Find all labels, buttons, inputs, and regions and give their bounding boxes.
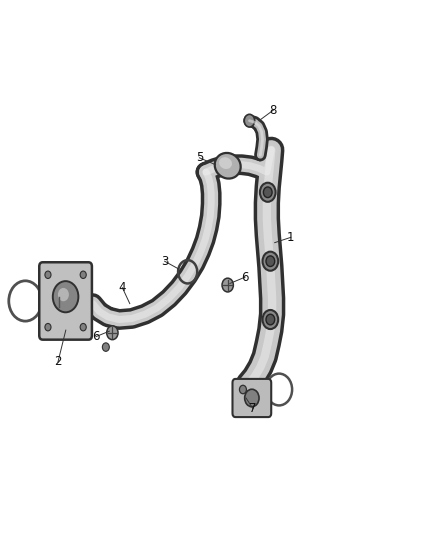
Circle shape: [262, 252, 278, 271]
Text: 1: 1: [287, 231, 295, 244]
Circle shape: [266, 314, 275, 325]
Ellipse shape: [215, 153, 241, 179]
Circle shape: [45, 324, 51, 331]
Text: 3: 3: [161, 255, 168, 268]
Circle shape: [244, 114, 254, 127]
Text: 7: 7: [249, 402, 257, 415]
Text: 6: 6: [241, 271, 249, 284]
Text: 4: 4: [119, 281, 126, 294]
Text: 8: 8: [270, 103, 277, 117]
Circle shape: [262, 310, 278, 329]
Circle shape: [58, 288, 69, 301]
Circle shape: [266, 256, 275, 266]
Circle shape: [245, 389, 259, 407]
Text: 5: 5: [196, 151, 203, 164]
FancyBboxPatch shape: [233, 379, 271, 417]
Circle shape: [80, 324, 86, 331]
Circle shape: [222, 278, 233, 292]
Circle shape: [260, 183, 276, 202]
Text: 6: 6: [92, 330, 100, 343]
Circle shape: [263, 187, 272, 198]
Circle shape: [107, 326, 118, 340]
Circle shape: [102, 343, 110, 351]
Text: 2: 2: [54, 356, 62, 368]
Ellipse shape: [219, 157, 232, 169]
Circle shape: [53, 281, 78, 312]
Circle shape: [80, 271, 86, 278]
FancyBboxPatch shape: [39, 262, 92, 340]
Circle shape: [45, 271, 51, 278]
Circle shape: [240, 385, 247, 394]
